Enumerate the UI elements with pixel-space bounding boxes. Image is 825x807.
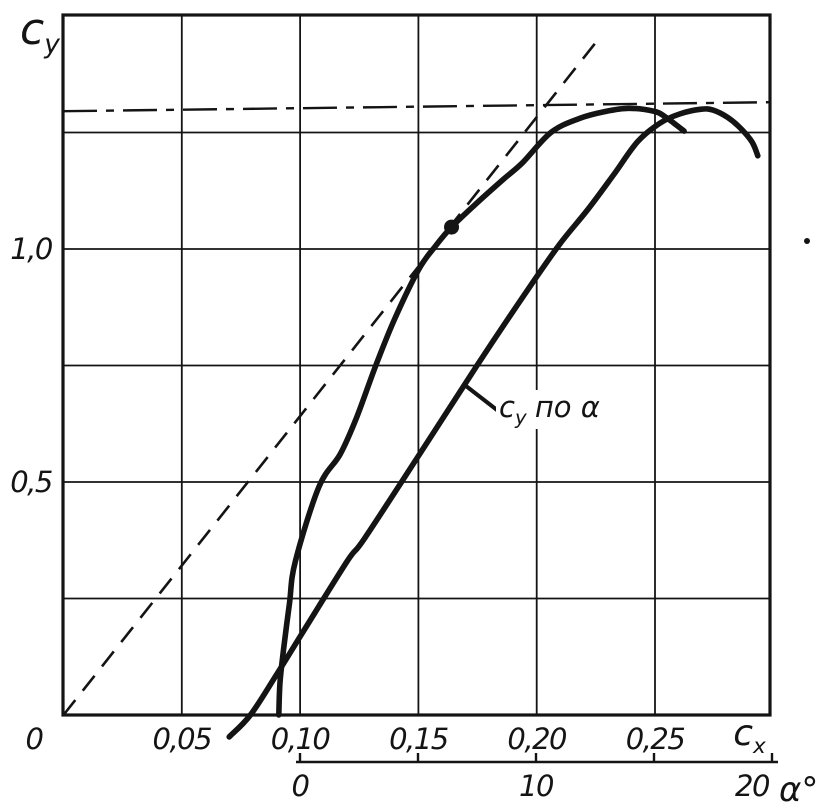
x-axis-title-base: c — [733, 713, 754, 755]
curve-label: cy по α — [496, 390, 603, 429]
tangent-dashed-line — [62, 36, 601, 716]
cy-tick-label: 1,0 — [10, 232, 53, 266]
y-axis-title: cy — [20, 4, 60, 61]
alpha-tick-label: 10 — [519, 769, 554, 803]
polar-curve — [276, 105, 687, 718]
alpha-tick-label: 0 — [291, 769, 310, 803]
origin-label: 0 — [25, 722, 44, 756]
curve-label-leader — [464, 384, 499, 412]
cx-tick-label: 0,20 — [507, 722, 567, 756]
cx-tick-label: 0,05 — [152, 722, 213, 756]
y-axis-title-base: c — [20, 4, 45, 55]
lift-curve — [226, 106, 761, 740]
cx-tick-label: 0,15 — [389, 722, 449, 756]
cx-tick-label: 0,10 — [270, 722, 331, 756]
y-axis-title-sub: y — [44, 29, 60, 61]
x-axis-title-sub: x — [753, 733, 766, 759]
tangent-point-dot — [444, 219, 460, 235]
ink-speck — [804, 238, 810, 244]
curve-label-sub: y — [514, 405, 527, 429]
cx-tick-label: 0,25 — [625, 722, 686, 756]
curve-label-rest: по α — [525, 390, 600, 424]
curve-label-base: c — [499, 390, 515, 424]
cy-tick-label: 0,5 — [10, 465, 53, 499]
alpha-tick-label: 20 — [735, 769, 770, 803]
cy-max-dashdot-line — [62, 101, 771, 113]
alpha-axis-title: α° — [779, 770, 819, 807]
plot-border — [61, 13, 772, 717]
x-axis-title: cx — [733, 713, 766, 759]
